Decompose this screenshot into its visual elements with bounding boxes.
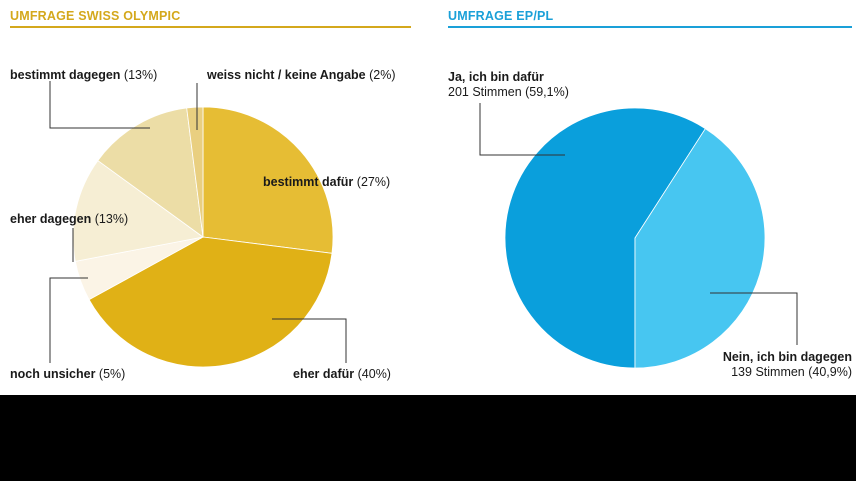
leader-nein: [710, 292, 798, 345]
leader-eher-dafuer: [272, 318, 347, 363]
pie-slice-bestimmt-dagegen: [97, 107, 204, 238]
pie-slice-eher-dafur: [88, 236, 333, 368]
slice-label-weiss-nicht: weiss nicht / keine Angabe (2%): [207, 68, 396, 82]
leader-ja: [479, 103, 565, 156]
pie-slice-weiss-nicht-keine-angabe: [186, 106, 204, 238]
leader-lines: [49, 81, 798, 363]
title-underline-left: [10, 26, 411, 28]
slice-label-noch-unsicher: noch unsicher (5%): [10, 367, 126, 381]
black-band: [0, 395, 856, 481]
leader-bestimmt-dagegen: [49, 81, 150, 129]
title-underline-right: [448, 26, 852, 28]
slice-label-nein: Nein, ich bin dagegen 139 Stimmen (40,9%…: [723, 350, 852, 380]
pie-charts-canvas: [49, 81, 798, 369]
slice-label-bestimmt-dafuer: bestimmt dafür (27%): [263, 175, 391, 189]
leader-noch-unsicher: [49, 277, 88, 363]
slice-label-ja-name: Ja, ich bin dafür: [448, 70, 544, 84]
pie-slice-nein-ich-bin-dagegen: [634, 128, 766, 369]
slice-label-ja: Ja, ich bin dafür 201 Stimmen (59,1%): [448, 70, 569, 100]
slice-label-nein-name: Nein, ich bin dagegen: [722, 350, 852, 364]
chart-title-ep-pl: UMFRAGE EP/PL: [448, 9, 554, 23]
pie-ep-pl: [504, 107, 766, 369]
pie-slice-ja-ich-bin-dafur: [504, 107, 706, 369]
pie-swiss-olympic: [72, 106, 334, 368]
slice-label-eher-dagegen: eher dagegen (13%): [10, 212, 129, 226]
pie-slice-eher-dagegen: [72, 160, 204, 262]
slice-label-bestimmt-dagegen: bestimmt dagegen (13%): [10, 68, 158, 82]
slice-label-ja-detail: 201 Stimmen (59,1%): [448, 85, 569, 99]
chart-title-swiss-olympic: UMFRAGE SWISS OLYMPIC: [10, 9, 181, 23]
slice-label-eher-dafuer: eher dafür (40%): [293, 367, 391, 381]
pie-slice-bestimmt-dafur: [202, 106, 334, 254]
slice-label-nein-detail: 139 Stimmen (40,9%): [731, 365, 852, 379]
